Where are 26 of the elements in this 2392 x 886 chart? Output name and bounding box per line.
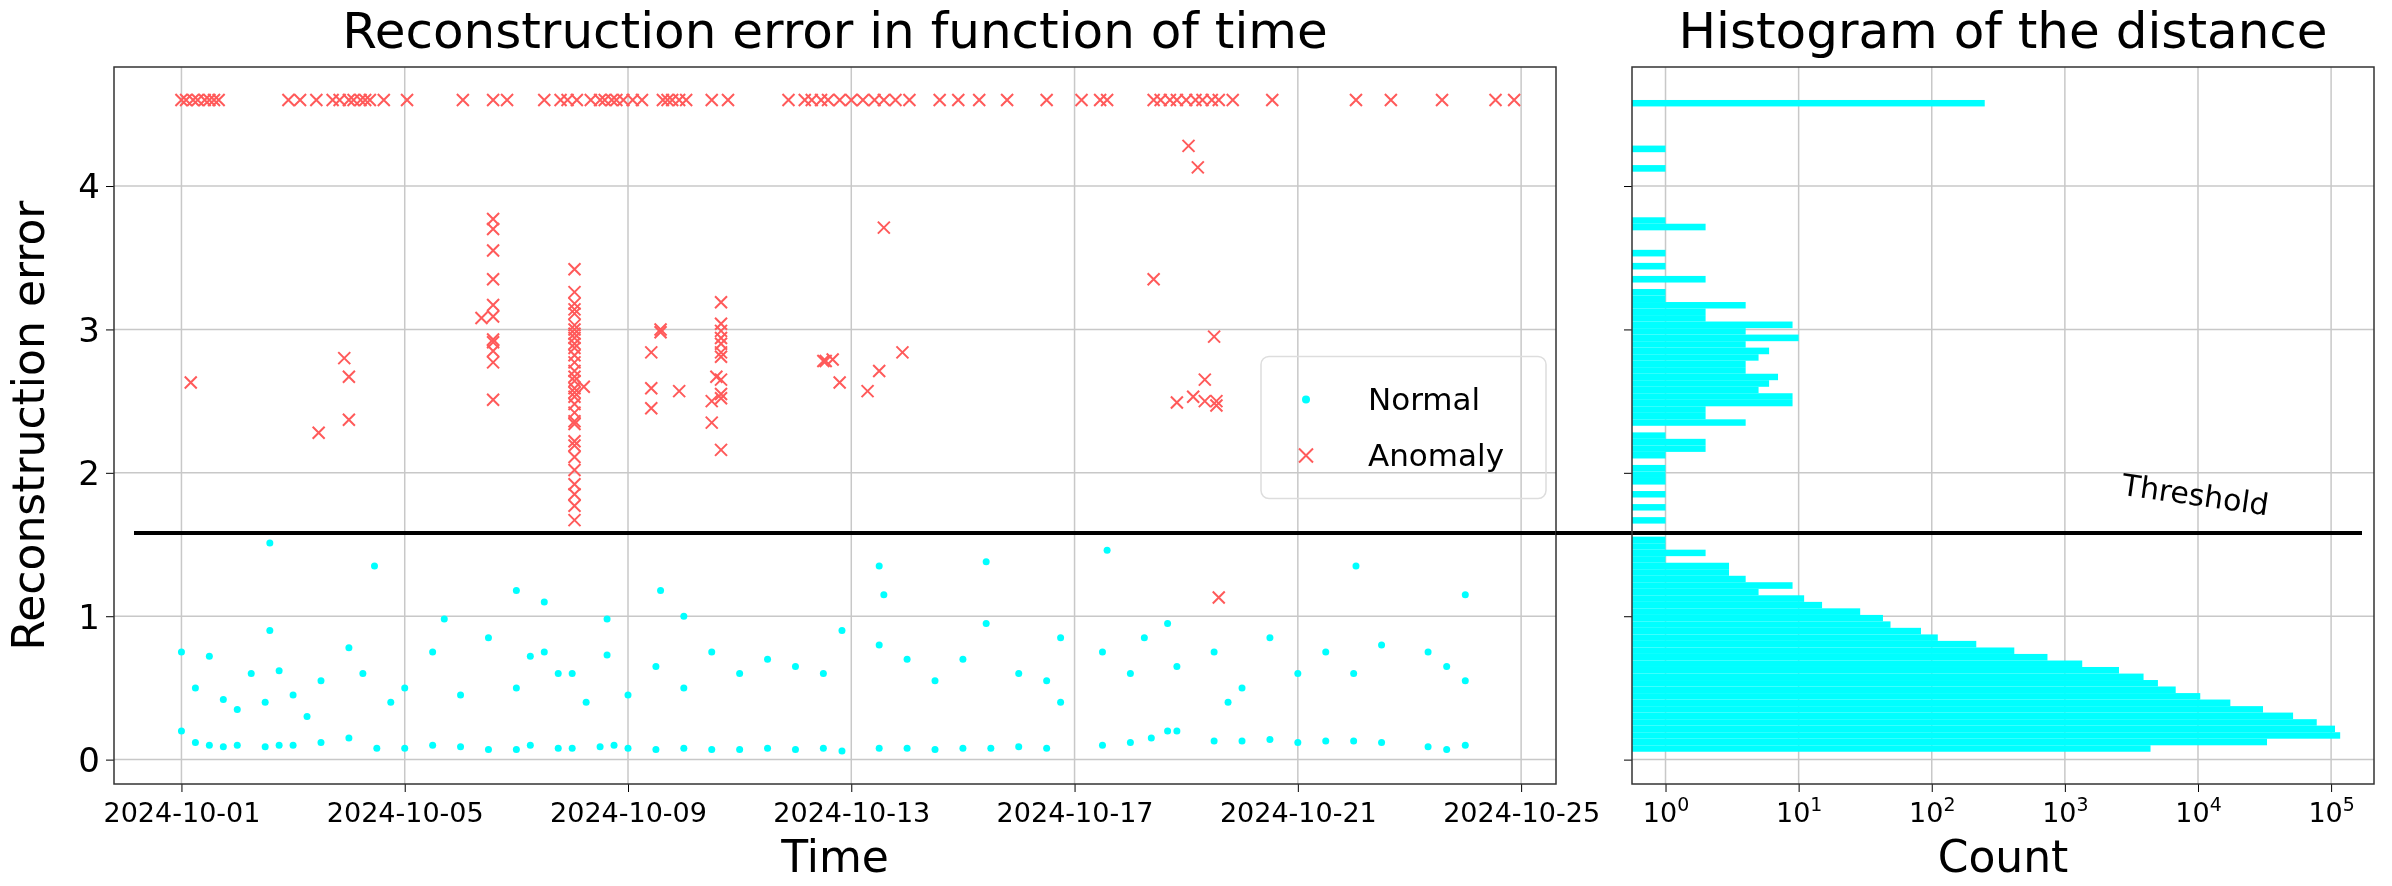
x-tick-label: 2024-10-25 bbox=[1443, 797, 1601, 828]
y-tick-label: 4 bbox=[78, 166, 100, 207]
x-tick-label: 2024-10-21 bbox=[1219, 797, 1377, 828]
y-tick-label: 3 bbox=[78, 309, 100, 350]
x-axis-title: Count bbox=[1937, 831, 2069, 882]
y-axis-title: Reconstruction error bbox=[3, 199, 54, 651]
x-tick-label: 10$^{4}$ bbox=[2175, 793, 2222, 828]
x-tick-label: 10$^{0}$ bbox=[1642, 793, 1690, 828]
legend-label: Anomaly bbox=[1368, 437, 1504, 474]
x-tick-label: 10$^{3}$ bbox=[2042, 793, 2089, 828]
legend-label: Normal bbox=[1368, 381, 1481, 418]
x-tick-label: 10$^{2}$ bbox=[1909, 793, 1956, 828]
x-tick-label: 2024-10-13 bbox=[773, 797, 931, 828]
x-tick-label: 2024-10-17 bbox=[996, 797, 1154, 828]
x-tick-label: 10$^{1}$ bbox=[1775, 793, 1823, 828]
x-tick-label: 2024-10-09 bbox=[550, 797, 707, 828]
x-axis-title: Time bbox=[780, 831, 889, 882]
y-tick-label: 2 bbox=[78, 453, 100, 494]
chart-title: Histogram of the distance bbox=[1678, 2, 2328, 60]
x-tick-label: 2024-10-01 bbox=[103, 797, 261, 828]
ref-line-label: Threshold bbox=[2118, 466, 2272, 523]
y-tick-label: 1 bbox=[78, 596, 100, 637]
x-tick-label: 2024-10-05 bbox=[326, 797, 484, 828]
chart-title: Reconstruction error in function of time bbox=[342, 2, 1328, 60]
x-tick-label: 10$^{5}$ bbox=[2308, 793, 2355, 828]
y-tick-label: 0 bbox=[78, 740, 100, 781]
